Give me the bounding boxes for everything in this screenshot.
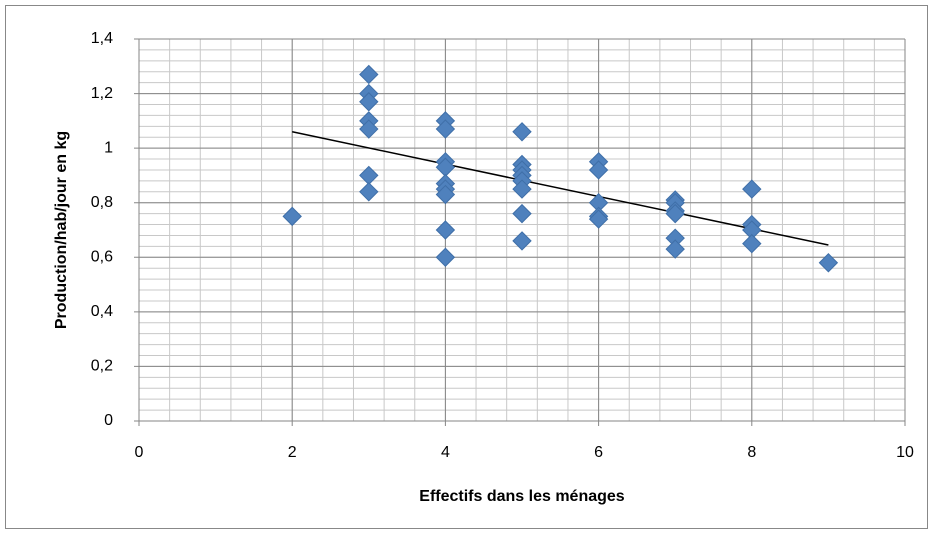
point <box>588 160 609 180</box>
point <box>359 64 379 85</box>
point <box>512 179 532 199</box>
trendline <box>292 131 829 246</box>
point <box>665 203 685 224</box>
point <box>435 184 456 205</box>
point <box>665 239 685 259</box>
y-axis-label: Production/hab/jour en kg <box>53 131 70 329</box>
point <box>742 179 762 199</box>
point <box>359 119 379 139</box>
point <box>435 247 456 267</box>
x-axis-label: Effectifs dans les ménages <box>419 488 625 505</box>
x-tick-label: 4 <box>441 444 450 461</box>
point <box>282 206 302 227</box>
point <box>742 233 762 254</box>
y-tick-label: 0,2 <box>91 358 113 375</box>
point <box>512 203 532 224</box>
x-tick-label: 6 <box>594 444 603 461</box>
y-tick-label: 0,6 <box>91 249 113 266</box>
y-tick-label: 0,4 <box>91 303 113 320</box>
x-tick-label: 10 <box>896 444 914 461</box>
point <box>359 182 379 202</box>
point <box>359 92 379 112</box>
point <box>588 209 609 229</box>
point <box>512 231 532 251</box>
point <box>818 253 839 273</box>
point <box>435 220 456 240</box>
point <box>512 122 532 142</box>
y-tick-label: 1,4 <box>91 30 113 47</box>
y-tick-label: 1 <box>104 139 113 156</box>
x-tick-label: 8 <box>747 444 756 461</box>
y-tick-label: 1,2 <box>91 85 113 102</box>
y-tick-label: 0 <box>104 412 113 429</box>
point <box>435 119 456 139</box>
chart-frame <box>5 5 928 529</box>
x-tick-label: 2 <box>288 444 297 461</box>
y-tick-label: 0,8 <box>91 194 113 211</box>
x-tick-label: 0 <box>135 444 144 461</box>
